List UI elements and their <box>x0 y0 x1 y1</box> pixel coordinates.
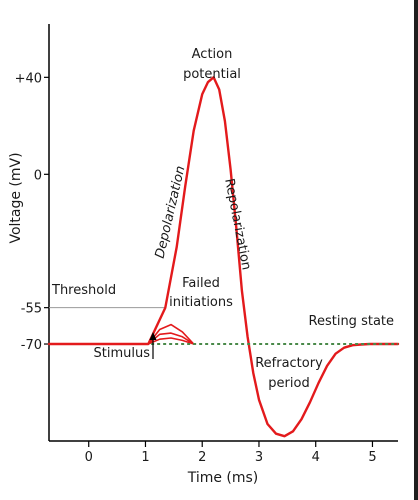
failed-initiation-1 <box>147 332 195 345</box>
stimulus-label: Stimulus <box>94 346 151 361</box>
stimulus-arrow-head <box>149 332 157 340</box>
x-tick-label-1: 1 <box>141 450 149 465</box>
resting-state-label: Resting state <box>309 314 394 329</box>
failed-initiations-label-line1: Failed <box>182 276 220 291</box>
x-tick-label-2: 2 <box>198 450 206 465</box>
refractory-period-label-line1: Refractory <box>255 356 323 371</box>
x-tick-label-5: 5 <box>368 450 376 465</box>
x-tick-label-0: 0 <box>85 450 93 465</box>
refractory-period-label-line2: period <box>268 376 309 391</box>
y-tick-label-1: 0 <box>34 168 42 183</box>
x-tick-label-3: 3 <box>255 450 263 465</box>
y-tick-label-3: -70 <box>21 338 42 353</box>
depolarization-label: Depolarization <box>153 165 189 260</box>
action-potential-label-line2: potential <box>183 67 241 82</box>
failed-initiation-2 <box>147 337 195 345</box>
repolarization-label: Repolarization <box>221 177 253 271</box>
window-edge <box>414 0 418 500</box>
failed-initiations-label-line2: initiations <box>169 295 233 310</box>
threshold-label: Threshold <box>51 283 116 298</box>
x-axis-title: Time (ms) <box>187 470 259 486</box>
failed-initiation-0 <box>147 323 195 345</box>
action-potential-label-line1: Action <box>192 47 233 62</box>
y-tick-label-2: -55 <box>21 302 42 317</box>
y-tick-label-0: +40 <box>15 71 42 86</box>
membrane-potential-line <box>47 76 400 438</box>
y-axis-title: Voltage (mV) <box>8 152 24 243</box>
x-tick-label-4: 4 <box>312 450 320 465</box>
